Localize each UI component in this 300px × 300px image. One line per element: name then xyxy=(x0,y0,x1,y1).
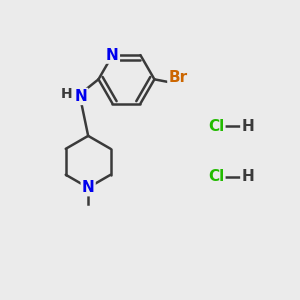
Text: Cl: Cl xyxy=(208,169,224,184)
Text: H: H xyxy=(61,87,73,101)
Text: Br: Br xyxy=(168,70,188,86)
Text: N: N xyxy=(82,180,94,195)
Text: H: H xyxy=(242,169,254,184)
Text: H: H xyxy=(242,119,254,134)
Text: N: N xyxy=(106,48,119,63)
Text: N: N xyxy=(74,89,87,104)
Text: Cl: Cl xyxy=(208,119,224,134)
